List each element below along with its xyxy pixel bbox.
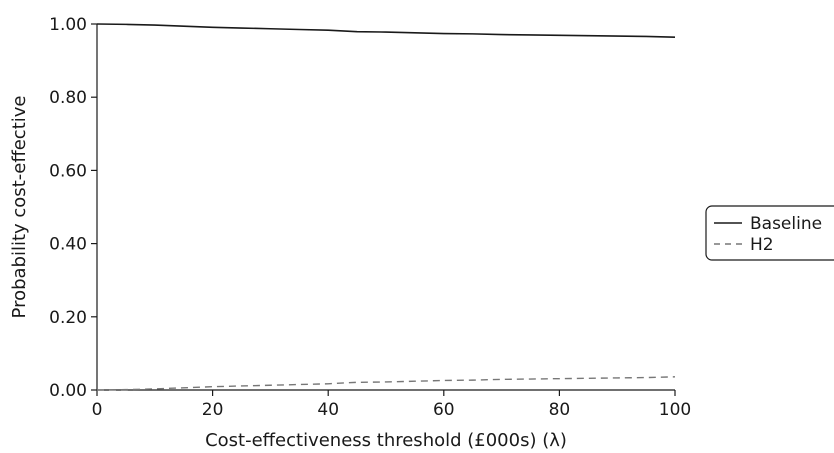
legend: Baseline H2 (705, 205, 834, 261)
x-tick-label: 0 (92, 400, 103, 420)
axes (96, 24, 675, 391)
y-axis-title: Probability cost-effective (9, 96, 30, 319)
legend-box (705, 205, 834, 261)
y-tick-label: 0.80 (49, 88, 87, 108)
x-tick-label: 60 (433, 400, 455, 420)
x-tick-label: 80 (549, 400, 571, 420)
y-tick-label: 0.60 (49, 161, 87, 181)
legend-label-h2: H2 (750, 235, 774, 255)
x-axis-title: Cost-effectiveness threshold (£000s) (λ) (205, 430, 567, 451)
series-line-h2 (96, 376, 676, 391)
x-tick-label: 20 (202, 400, 224, 420)
x-tick-label: 40 (317, 400, 339, 420)
y-tick-label: 0.20 (49, 308, 87, 328)
y-tick-label: 0.00 (49, 381, 87, 401)
legend-label-baseline: Baseline (750, 214, 822, 234)
x-ticks: 0 20 40 60 80 100 (92, 390, 691, 420)
series-line-baseline (96, 23, 676, 38)
y-ticks: 0.00 0.20 0.40 0.60 0.80 1.00 (49, 15, 97, 401)
x-tick-label: 100 (659, 400, 691, 420)
series-group (96, 23, 676, 391)
y-tick-label: 1.00 (49, 15, 87, 35)
y-tick-label: 0.40 (49, 235, 87, 255)
